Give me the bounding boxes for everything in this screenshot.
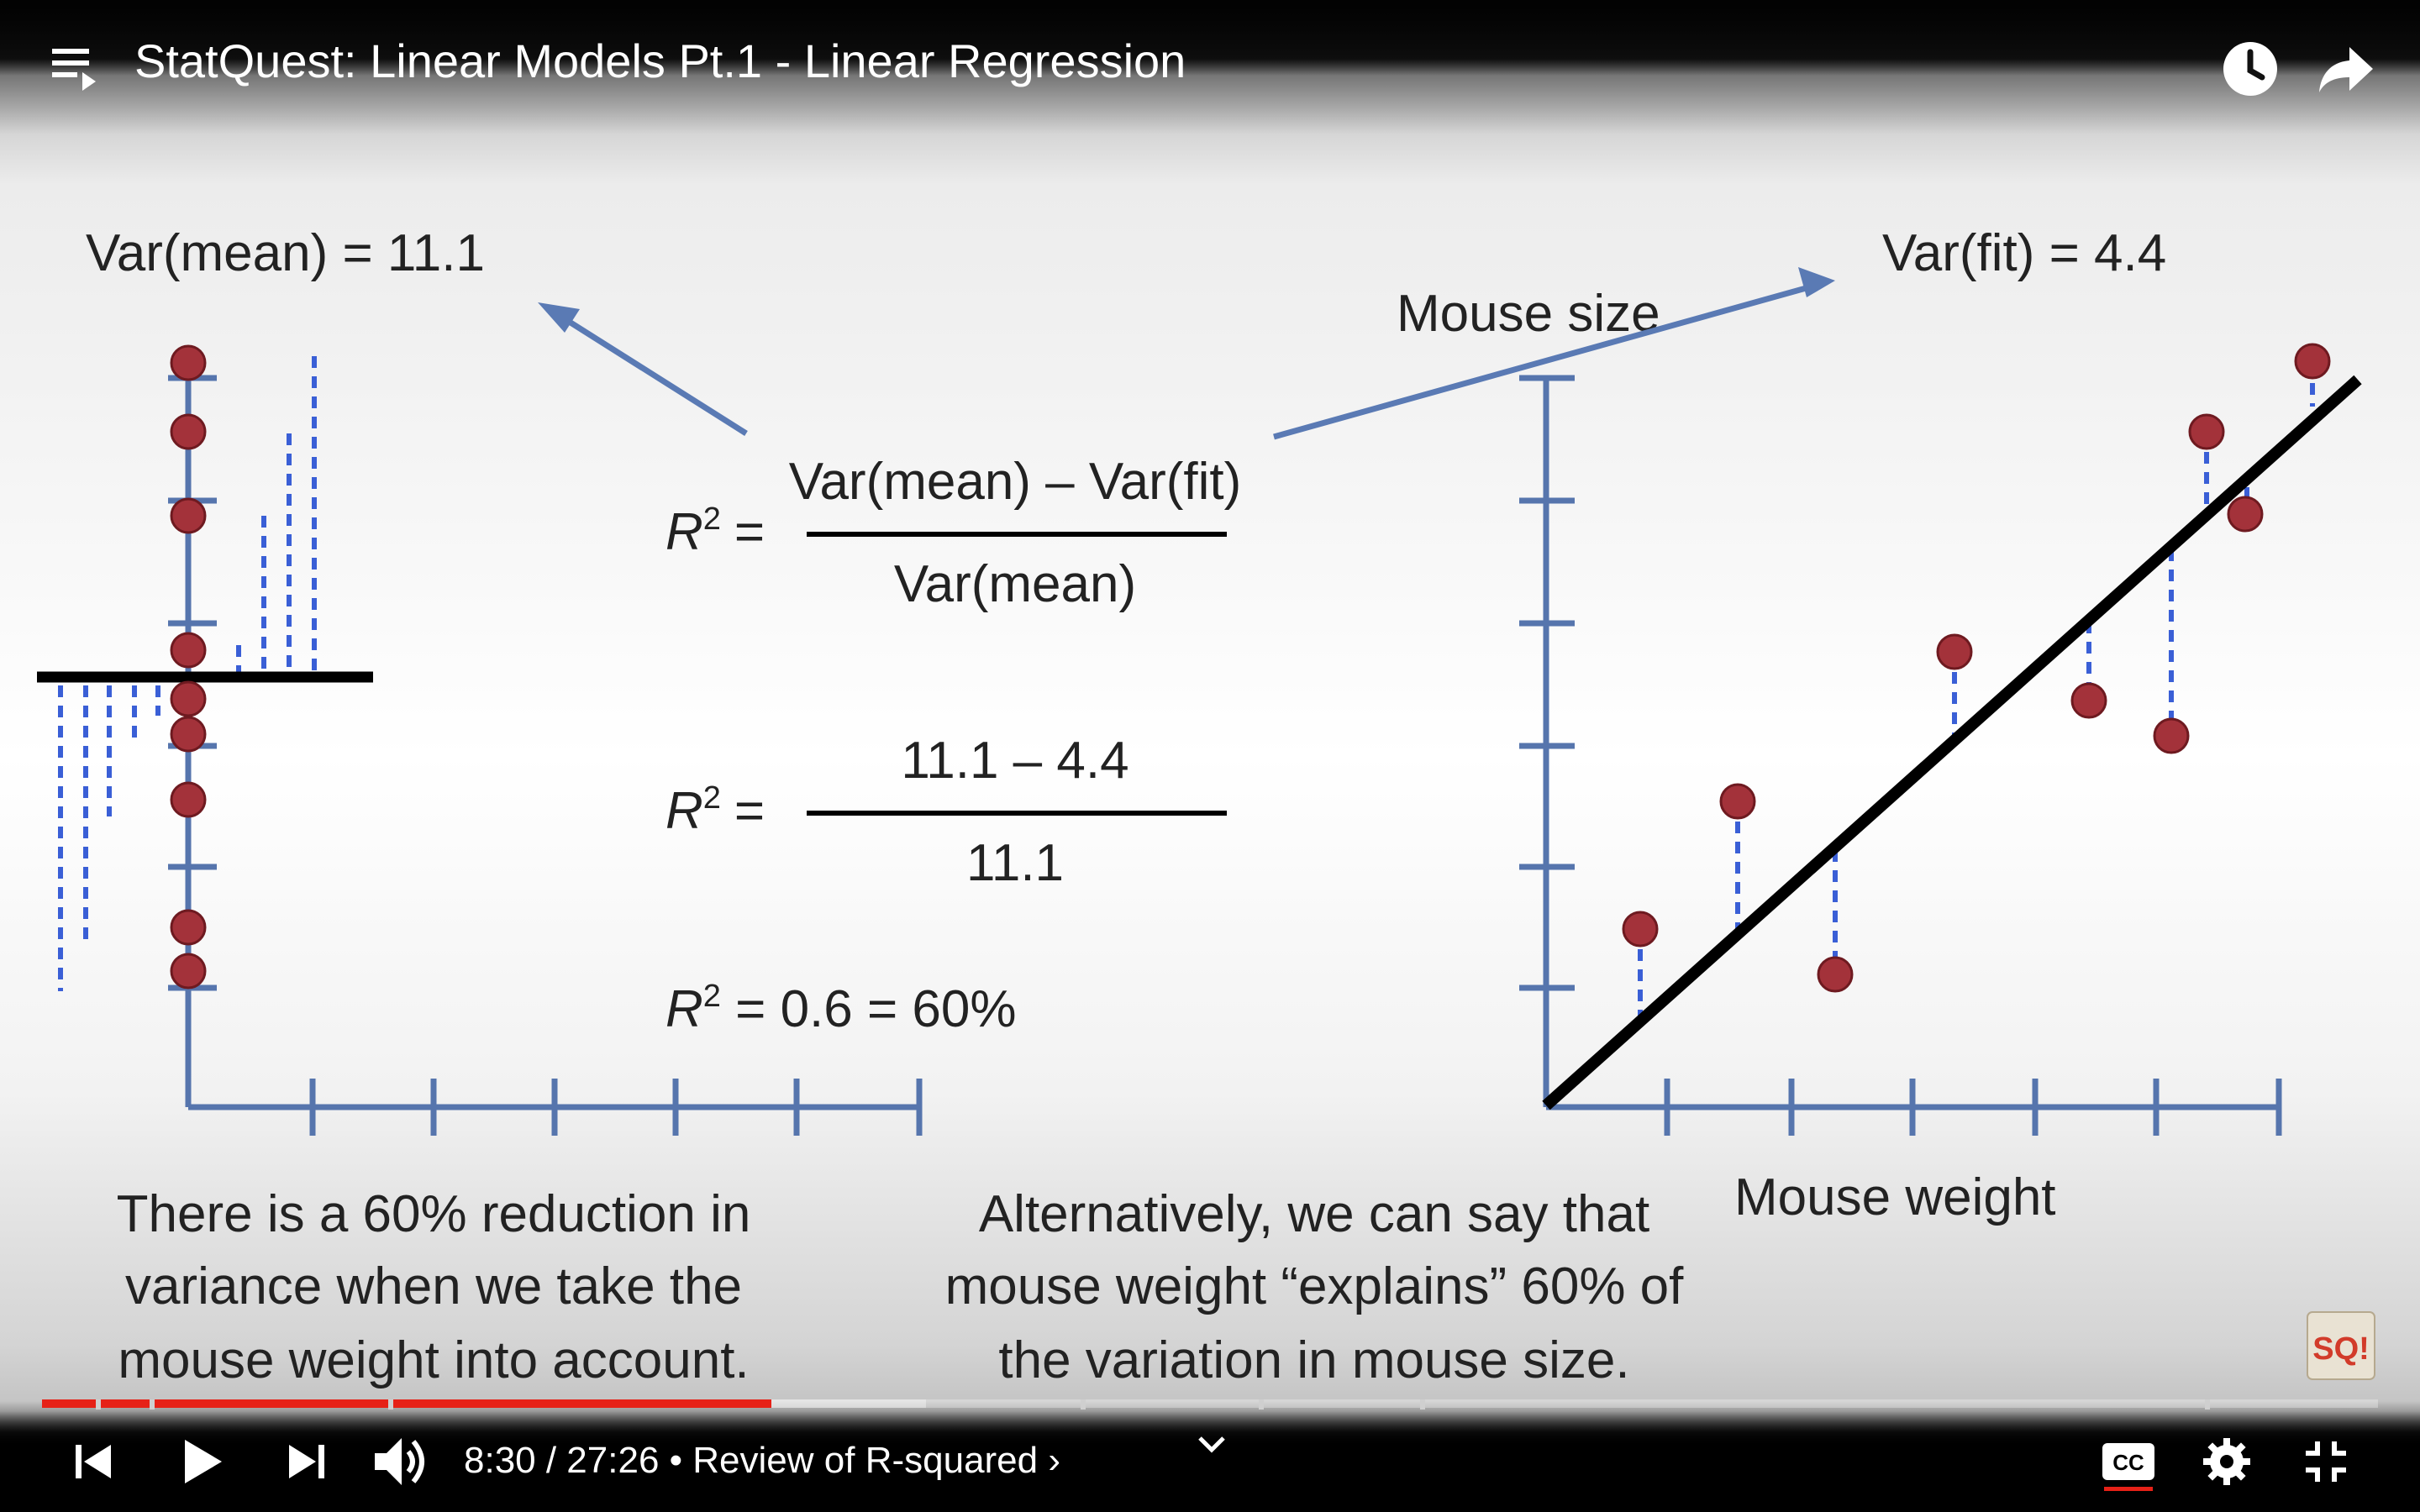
- chevron-down-icon[interactable]: [1197, 1435, 1227, 1459]
- svg-text:Var(mean) – Var(fit): Var(mean) – Var(fit): [789, 453, 1242, 511]
- video-title[interactable]: StatQuest: Linear Models Pt.1 - Linear R…: [134, 34, 1186, 87]
- svg-text:11.1 – 4.4: 11.1 – 4.4: [901, 732, 1128, 790]
- arrow-to-var-fit: [1273, 267, 1835, 440]
- chapter-gap: [388, 1399, 393, 1410]
- skip-next-icon[interactable]: [282, 1438, 329, 1485]
- chapter-label[interactable]: Review of R-squared: [692, 1440, 1039, 1481]
- chapter-gap: [1420, 1399, 1425, 1410]
- fit-line: [1542, 375, 2362, 1110]
- svg-text:R2=: R2 =: [666, 780, 765, 840]
- time-chapter-display[interactable]: 8:30 / 27:26 • Review of R-squared ›: [464, 1440, 1060, 1482]
- progress-played: [42, 1399, 771, 1408]
- svg-text:Alternatively, we can say that: Alternatively, we can say that: [979, 1185, 1649, 1243]
- play-icon[interactable]: [175, 1435, 229, 1488]
- watch-later-icon[interactable]: [2217, 35, 2284, 102]
- svg-text:There is a 60% reduction in: There is a 60% reduction in: [117, 1185, 751, 1243]
- playlist-icon[interactable]: [49, 42, 103, 96]
- svg-text:Var(mean): Var(mean): [894, 555, 1136, 613]
- controls-bar: [0, 1401, 2420, 1512]
- svg-text:R2=: R2 =: [666, 501, 765, 561]
- svg-text:mouse weight into account.: mouse weight into account.: [118, 1331, 749, 1389]
- arrow-to-var-mean: [538, 302, 748, 436]
- svg-text:the variation in mouse size.: the variation in mouse size.: [998, 1331, 1629, 1389]
- chapter-gap: [150, 1399, 155, 1410]
- r2-numeric: R2 = 11.1 – 4.4 11.1: [666, 732, 1227, 892]
- settings-icon[interactable]: [2198, 1433, 2255, 1490]
- progress-remaining: [926, 1399, 2378, 1408]
- y-axis-label: Mouse size: [1397, 285, 1660, 343]
- svg-text:variance when we take the: variance when we take the: [125, 1257, 742, 1315]
- time-label: 8:30 / 27:26: [464, 1440, 660, 1481]
- top-bar: [0, 0, 2420, 134]
- right-plot: [1519, 343, 2362, 1136]
- svg-text:11.1: 11.1: [966, 834, 1064, 892]
- right-caption: Alternatively, we can say that mouse wei…: [945, 1185, 1685, 1389]
- chapter-gap: [1259, 1399, 1264, 1410]
- volume-icon[interactable]: [371, 1433, 432, 1490]
- chapter-chevron-icon[interactable]: ›: [1048, 1440, 1061, 1481]
- x-axis-label: Mouse weight: [1734, 1168, 2056, 1226]
- svg-text:CC: CC: [2112, 1450, 2144, 1475]
- left-caption: There is a 60% reduction in variance whe…: [117, 1185, 751, 1389]
- progress-bar[interactable]: [42, 1399, 2378, 1410]
- r2-result: R2 = 0.6 = 60%: [666, 979, 1017, 1038]
- share-icon[interactable]: [2312, 35, 2380, 102]
- time-separator: •: [659, 1440, 693, 1481]
- chapter-gap: [1081, 1399, 1086, 1410]
- svg-text:mouse weight “explains” 60% of: mouse weight “explains” 60% of: [945, 1257, 1685, 1315]
- svg-text:SQ!: SQ!: [2312, 1331, 2370, 1367]
- var-fit-label: Var(fit) = 4.4: [1882, 224, 2166, 282]
- svg-text:R2 = 0.6 = 60%: R2 = 0.6 = 60%: [666, 979, 1017, 1038]
- captions-icon[interactable]: CC: [2099, 1433, 2158, 1492]
- statquest-logo: SQ!: [2306, 1310, 2376, 1381]
- r2-formula: R2 = Var(mean) – Var(fit) Var(mean): [666, 453, 1241, 613]
- exit-fullscreen-icon[interactable]: [2299, 1435, 2353, 1488]
- var-mean-label: Var(mean) = 11.1: [86, 224, 485, 282]
- left-plot: [37, 344, 923, 1136]
- skip-previous-icon[interactable]: [71, 1438, 118, 1485]
- chapter-gap: [2205, 1399, 2210, 1410]
- progress-buffered: [771, 1399, 926, 1408]
- chapter-gap: [96, 1399, 101, 1410]
